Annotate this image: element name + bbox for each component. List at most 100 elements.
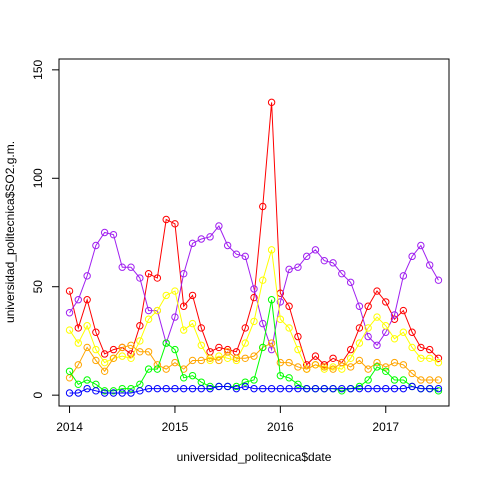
data-point [355, 339, 364, 347]
data-point [434, 384, 443, 393]
data-point [241, 252, 249, 261]
y-axis: 0 50 100 150 [31, 60, 60, 399]
data-point [373, 287, 381, 295]
data-point [294, 380, 302, 389]
data-point [408, 252, 416, 261]
data-point [250, 352, 258, 360]
data-point [100, 367, 109, 375]
y-axis-title: universidad_politecnica$SO2.g.m. [3, 141, 17, 323]
data-point [364, 324, 372, 332]
data-point [65, 389, 74, 397]
data-point [417, 354, 425, 362]
series-line [69, 225, 439, 352]
data-point [399, 361, 408, 369]
data-point [206, 356, 214, 365]
data-point [434, 358, 443, 367]
data-point [373, 341, 381, 349]
series-0 [65, 98, 443, 369]
data-point [215, 352, 223, 360]
data-point [171, 220, 179, 228]
data-point [259, 319, 267, 328]
data-point [65, 367, 74, 375]
data-point [162, 339, 170, 347]
data-point [232, 384, 241, 393]
y-tick-label: 50 [31, 280, 45, 294]
data-point [373, 313, 381, 321]
series-line [69, 342, 439, 381]
data-point [285, 374, 293, 382]
data-point [276, 315, 285, 323]
data-point [408, 369, 416, 378]
data-point [382, 298, 390, 306]
data-point [303, 384, 311, 393]
data-point [329, 384, 337, 393]
data-point [390, 311, 399, 319]
data-point [426, 384, 434, 393]
series-line [69, 249, 439, 370]
data-point [188, 371, 197, 380]
data-point [250, 376, 258, 384]
data-point [338, 358, 346, 367]
data-point [92, 241, 100, 250]
data-point [311, 361, 320, 369]
data-point [127, 263, 135, 271]
data-point [74, 339, 82, 347]
data-point [364, 302, 372, 310]
data-point [215, 343, 223, 352]
data-point [320, 363, 329, 371]
data-point [285, 324, 293, 332]
data-point [259, 343, 267, 352]
data-point [241, 354, 249, 362]
data-point [232, 356, 241, 365]
data-point [83, 296, 91, 304]
data-point [136, 337, 144, 345]
data-point [74, 324, 82, 332]
data-point [83, 384, 91, 393]
series-line [69, 102, 439, 366]
data-point [276, 371, 285, 380]
x-tick-label: 2014 [56, 420, 83, 434]
data-point [223, 345, 232, 354]
data-point [399, 306, 408, 315]
data-point [153, 365, 162, 373]
data-point [346, 345, 355, 354]
data-point [311, 384, 320, 393]
data-point [162, 365, 170, 373]
data-point [259, 202, 267, 211]
data-point [100, 358, 109, 367]
data-point [109, 387, 118, 395]
data-point [355, 356, 364, 365]
data-point [417, 384, 425, 393]
data-point [355, 384, 364, 393]
data-point [179, 326, 188, 334]
data-point [136, 387, 144, 395]
data-point [373, 384, 381, 393]
data-point [285, 358, 293, 367]
data-point [294, 263, 302, 271]
data-point [118, 263, 126, 271]
data-point [303, 252, 311, 261]
data-point [399, 328, 408, 336]
data-point [294, 332, 302, 341]
data-point [223, 382, 232, 391]
x-tick-label: 2015 [162, 420, 189, 434]
data-point [188, 384, 197, 393]
data-point [241, 339, 249, 347]
x-axis: 2014 2015 2016 2017 [56, 405, 399, 434]
data-point [426, 261, 434, 269]
data-point [109, 354, 118, 362]
data-point [426, 354, 434, 362]
data-point [171, 345, 179, 354]
data-point [74, 361, 82, 369]
data-point [408, 343, 416, 352]
series-3 [65, 339, 443, 384]
data-point [390, 358, 399, 367]
data-point [232, 382, 241, 391]
data-point [267, 384, 276, 393]
data-point [109, 230, 118, 239]
data-point [426, 376, 434, 384]
data-point [382, 367, 390, 375]
data-point [100, 389, 109, 397]
data-point [171, 287, 179, 295]
